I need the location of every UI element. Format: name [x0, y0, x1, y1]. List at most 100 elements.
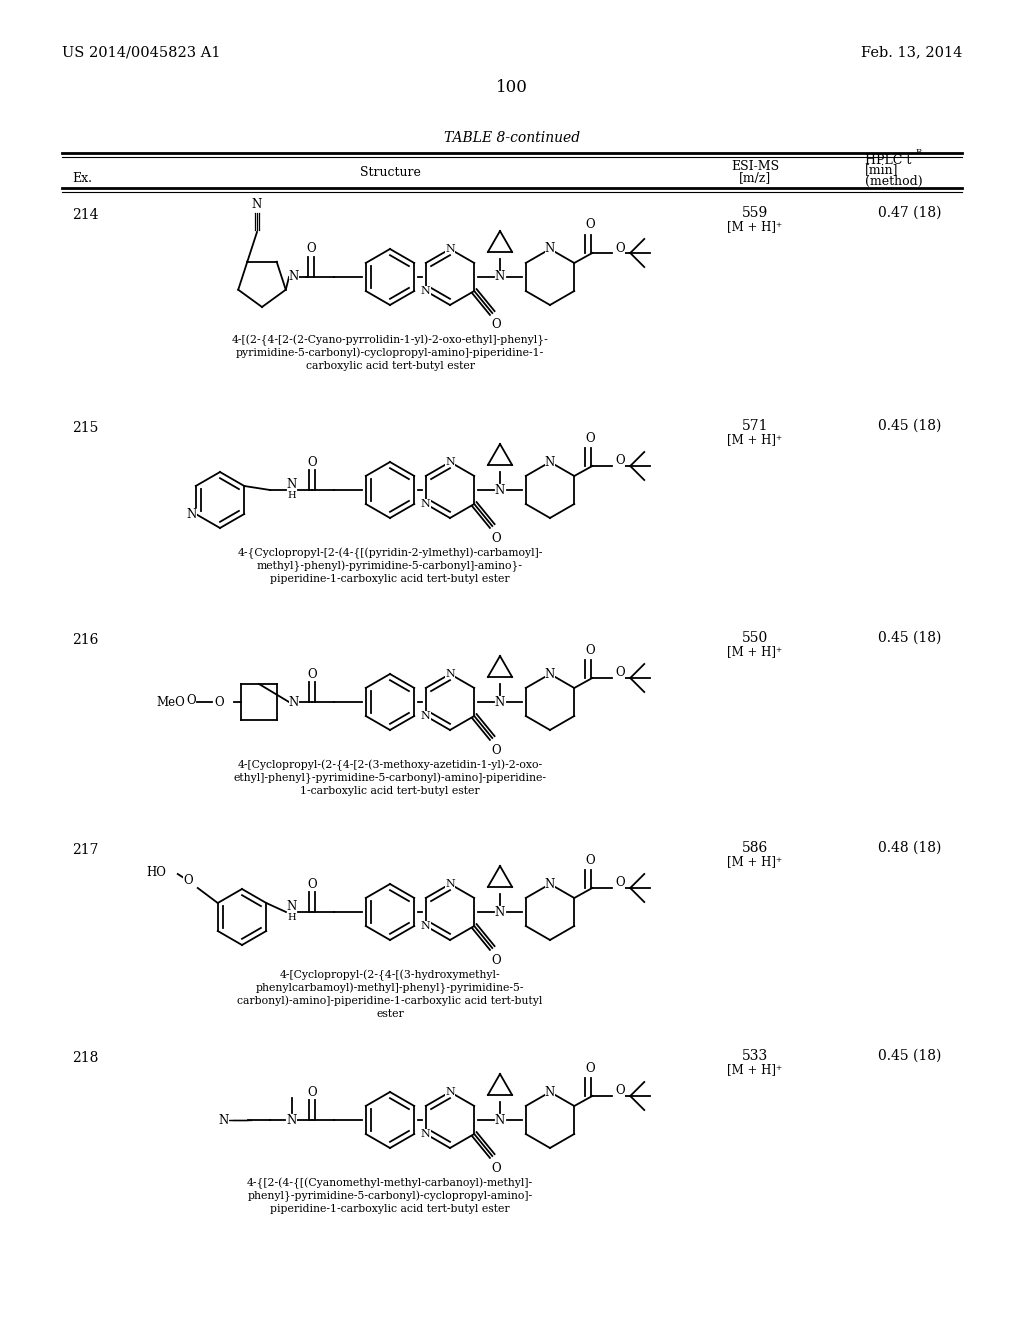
Text: 4-{Cyclopropyl-[2-(4-{[(pyridin-2-ylmethyl)-carbamoyl]-: 4-{Cyclopropyl-[2-(4-{[(pyridin-2-ylmeth…	[238, 548, 543, 558]
Text: 100: 100	[496, 79, 528, 96]
Text: 586: 586	[741, 841, 768, 855]
Text: carboxylic acid tert-butyl ester: carboxylic acid tert-butyl ester	[305, 360, 474, 371]
Text: N: N	[495, 906, 505, 919]
Text: O: O	[307, 878, 316, 891]
Text: 4-{[2-(4-{[(Cyanomethyl-methyl-carbanoyl)-methyl]-: 4-{[2-(4-{[(Cyanomethyl-methyl-carbanoyl…	[247, 1177, 534, 1189]
Text: N: N	[289, 271, 299, 284]
Text: phenyl}-pyrimidine-5-carbonyl)-cyclopropyl-amino]-: phenyl}-pyrimidine-5-carbonyl)-cycloprop…	[248, 1191, 532, 1201]
Text: N: N	[445, 1086, 455, 1097]
Text: 214: 214	[72, 209, 98, 222]
Text: piperidine-1-carboxylic acid tert-butyl ester: piperidine-1-carboxylic acid tert-butyl …	[270, 574, 510, 583]
Text: US 2014/0045823 A1: US 2014/0045823 A1	[62, 45, 220, 59]
Text: O: O	[492, 1162, 501, 1175]
Text: O: O	[615, 1085, 625, 1097]
Text: 4-[Cyclopropyl-(2-{4-[2-(3-methoxy-azetidin-1-yl)-2-oxo-: 4-[Cyclopropyl-(2-{4-[2-(3-methoxy-azeti…	[238, 759, 543, 771]
Text: N: N	[445, 244, 455, 253]
Text: N: N	[421, 499, 431, 510]
Text: [M + H]⁺: [M + H]⁺	[727, 855, 782, 869]
Text: 0.47 (18): 0.47 (18)	[879, 206, 942, 220]
Text: HO: HO	[145, 866, 166, 879]
Text: Structure: Structure	[359, 165, 421, 178]
Text: N: N	[252, 198, 262, 211]
Text: N: N	[495, 1114, 505, 1126]
Text: [M + H]⁺: [M + H]⁺	[727, 433, 782, 446]
Text: 533: 533	[741, 1049, 768, 1063]
Text: O: O	[586, 1061, 595, 1074]
Text: H: H	[288, 913, 296, 923]
Text: 559: 559	[741, 206, 768, 220]
Text: 0.45 (18): 0.45 (18)	[879, 631, 942, 645]
Text: Feb. 13, 2014: Feb. 13, 2014	[860, 45, 962, 59]
Text: ester: ester	[376, 1008, 403, 1019]
Text: piperidine-1-carboxylic acid tert-butyl ester: piperidine-1-carboxylic acid tert-butyl …	[270, 1204, 510, 1214]
Text: N: N	[495, 483, 505, 496]
Text: pyrimidine-5-carbonyl)-cyclopropyl-amino]-piperidine-1-: pyrimidine-5-carbonyl)-cyclopropyl-amino…	[236, 347, 544, 358]
Text: [min]: [min]	[865, 164, 898, 177]
Text: O: O	[615, 454, 625, 467]
Text: O: O	[586, 644, 595, 656]
Text: N: N	[287, 900, 297, 913]
Text: O: O	[307, 668, 316, 681]
Text: N: N	[445, 879, 455, 888]
Text: TABLE 8-continued: TABLE 8-continued	[444, 131, 580, 145]
Text: O: O	[492, 532, 501, 544]
Text: ESI-MS: ESI-MS	[731, 160, 779, 173]
Text: 0.45 (18): 0.45 (18)	[879, 418, 942, 433]
Text: 218: 218	[72, 1051, 98, 1065]
Text: O: O	[307, 1085, 316, 1098]
Text: N: N	[421, 1129, 431, 1139]
Text: N: N	[445, 457, 455, 467]
Text: O: O	[307, 455, 316, 469]
Text: (method): (method)	[865, 174, 923, 187]
Text: methyl}-phenyl)-pyrimidine-5-carbonyl]-amino}-: methyl}-phenyl)-pyrimidine-5-carbonyl]-a…	[257, 560, 523, 572]
Text: carbonyl)-amino]-piperidine-1-carboxylic acid tert-butyl: carbonyl)-amino]-piperidine-1-carboxylic…	[238, 995, 543, 1006]
Text: N: N	[545, 668, 555, 681]
Text: O: O	[214, 696, 224, 709]
Text: 4-[Cyclopropyl-(2-{4-[(3-hydroxymethyl-: 4-[Cyclopropyl-(2-{4-[(3-hydroxymethyl-	[280, 969, 501, 981]
Text: N: N	[495, 271, 505, 284]
Text: 550: 550	[741, 631, 768, 645]
Text: ethyl]-phenyl}-pyrimidine-5-carbonyl)-amino]-piperidine-: ethyl]-phenyl}-pyrimidine-5-carbonyl)-am…	[233, 772, 547, 784]
Text: [M + H]⁺: [M + H]⁺	[727, 220, 782, 234]
Text: O: O	[586, 432, 595, 445]
Text: 216: 216	[72, 634, 98, 647]
Text: O: O	[186, 694, 196, 708]
Text: [M + H]⁺: [M + H]⁺	[727, 1064, 782, 1077]
Text: 1-carboxylic acid tert-butyl ester: 1-carboxylic acid tert-butyl ester	[300, 785, 480, 796]
Text: O: O	[492, 318, 501, 331]
Text: [M + H]⁺: [M + H]⁺	[727, 645, 782, 659]
Text: 571: 571	[741, 418, 768, 433]
Text: O: O	[306, 243, 315, 256]
Text: 4-[(2-{4-[2-(2-Cyano-pyrrolidin-1-yl)-2-oxo-ethyl]-phenyl}-: 4-[(2-{4-[2-(2-Cyano-pyrrolidin-1-yl)-2-…	[231, 334, 549, 346]
Text: O: O	[615, 876, 625, 890]
Text: MeO: MeO	[157, 696, 185, 709]
Text: N: N	[289, 696, 299, 709]
Text: Ex.: Ex.	[72, 172, 92, 185]
Text: N: N	[186, 507, 197, 520]
Text: N: N	[421, 711, 431, 721]
Text: N: N	[445, 669, 455, 678]
Text: O: O	[615, 242, 625, 255]
Text: N: N	[545, 878, 555, 891]
Text: 0.48 (18): 0.48 (18)	[879, 841, 942, 855]
Text: N: N	[495, 696, 505, 709]
Text: N: N	[545, 243, 555, 256]
Text: N: N	[421, 921, 431, 931]
Text: R: R	[916, 148, 923, 156]
Text: O: O	[183, 874, 193, 887]
Text: N: N	[287, 1114, 297, 1126]
Text: 217: 217	[72, 843, 98, 857]
Text: N: N	[545, 455, 555, 469]
Text: H: H	[288, 491, 296, 500]
Text: O: O	[492, 743, 501, 756]
Text: 215: 215	[72, 421, 98, 436]
Text: O: O	[586, 219, 595, 231]
Text: O: O	[492, 953, 501, 966]
Text: O: O	[586, 854, 595, 866]
Text: O: O	[615, 667, 625, 680]
Text: N: N	[421, 286, 431, 296]
Text: phenylcarbamoyl)-methyl]-phenyl}-pyrimidine-5-: phenylcarbamoyl)-methyl]-phenyl}-pyrimid…	[256, 982, 524, 994]
Text: N: N	[219, 1114, 229, 1126]
Text: N: N	[287, 479, 297, 491]
Text: HPLC t: HPLC t	[865, 153, 911, 166]
